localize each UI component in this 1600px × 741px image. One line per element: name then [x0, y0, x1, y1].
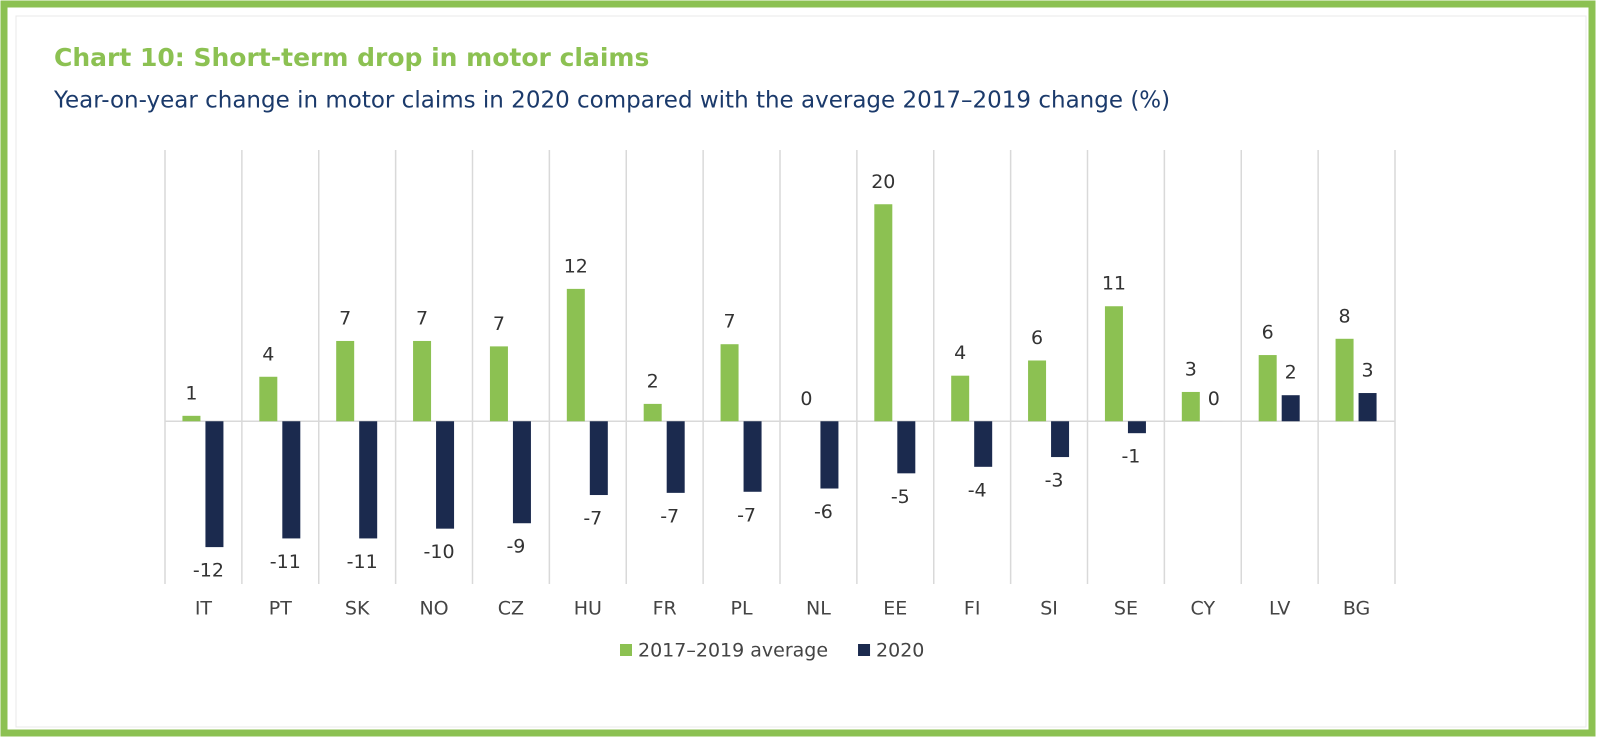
x-tick-label: HU: [574, 598, 602, 620]
chart-subtitle: Year-on-year change in motor claims in 2…: [53, 88, 1170, 114]
bar: [359, 421, 378, 539]
data-label: 7: [724, 311, 736, 333]
data-label: 0: [1208, 388, 1220, 410]
bar: [1258, 355, 1277, 422]
x-tick-label: LV: [1269, 598, 1291, 620]
data-label: 7: [339, 307, 351, 329]
data-label: 2: [647, 370, 659, 392]
x-tick-label: IT: [195, 598, 213, 620]
data-label: 3: [1185, 358, 1197, 380]
data-label: -11: [347, 551, 378, 573]
bar: [205, 421, 224, 548]
bar: [512, 421, 531, 524]
bar: [259, 376, 278, 422]
x-tick-label: SI: [1040, 598, 1058, 620]
data-label: -1: [1121, 446, 1140, 468]
bar: [1028, 360, 1047, 422]
bar: [1358, 393, 1377, 422]
data-label: 12: [564, 255, 588, 277]
data-label: -3: [1045, 470, 1064, 492]
bar: [1051, 421, 1070, 458]
bar: [897, 421, 916, 474]
legend-swatch: [620, 644, 632, 656]
bar: [413, 340, 432, 422]
bar: [336, 340, 355, 422]
chart-title: Chart 10: Short-term drop in motor claim…: [54, 43, 649, 72]
bar: [974, 421, 993, 467]
data-label: -7: [583, 508, 602, 530]
x-tick-label: CY: [1191, 598, 1216, 620]
bar: [666, 421, 685, 493]
inner-frame: [15, 15, 1587, 728]
bar: [436, 421, 455, 529]
data-label: 4: [954, 342, 966, 364]
bar: [951, 375, 970, 422]
bar: [1281, 395, 1300, 422]
data-label: 20: [871, 171, 895, 193]
x-tick-label: SK: [345, 598, 370, 620]
bar: [1127, 421, 1146, 434]
bar: [1181, 391, 1200, 422]
bar: [566, 288, 585, 422]
x-tick-label: CZ: [498, 598, 524, 620]
data-label: -7: [737, 504, 756, 526]
data-label: -4: [968, 479, 987, 501]
bar: [589, 421, 608, 496]
data-label: 3: [1362, 360, 1374, 382]
legend-label: 2020: [876, 640, 924, 662]
bar: [643, 403, 662, 422]
data-label: -7: [660, 505, 679, 527]
bar: [282, 421, 301, 539]
data-label: -6: [814, 501, 833, 523]
bar: [743, 421, 762, 492]
x-tick-label: FI: [964, 598, 981, 620]
data-label: 7: [416, 307, 428, 329]
x-tick-label: NO: [419, 598, 448, 620]
data-label: 7: [493, 313, 505, 335]
data-label: 2: [1285, 362, 1297, 384]
bar: [1335, 338, 1354, 422]
bar: [182, 415, 201, 422]
data-label: -9: [506, 536, 525, 558]
data-label: 11: [1102, 273, 1126, 295]
legend-label: 2017–2019 average: [638, 640, 828, 662]
data-label: 1: [185, 382, 197, 404]
data-label: -5: [891, 486, 910, 508]
data-label: 4: [262, 343, 274, 365]
bar: [874, 204, 893, 422]
bar: [820, 421, 839, 489]
data-label: 6: [1031, 327, 1043, 349]
legend-swatch: [858, 644, 871, 656]
x-tick-label: NL: [806, 598, 831, 620]
data-label: -11: [270, 551, 301, 573]
data-label: 8: [1339, 305, 1351, 327]
bar: [489, 346, 508, 422]
x-tick-label: FR: [653, 598, 677, 620]
x-tick-label: PL: [731, 598, 753, 620]
x-tick-label: SE: [1114, 598, 1138, 620]
bar: [1104, 306, 1123, 422]
data-label: 0: [800, 388, 812, 410]
data-label: -12: [193, 560, 224, 582]
data-label: 6: [1262, 322, 1274, 344]
x-tick-label: EE: [883, 598, 907, 620]
x-tick-label: BG: [1343, 598, 1370, 620]
x-tick-label: PT: [269, 598, 292, 620]
data-label: -10: [424, 541, 455, 563]
bar: [720, 344, 739, 422]
